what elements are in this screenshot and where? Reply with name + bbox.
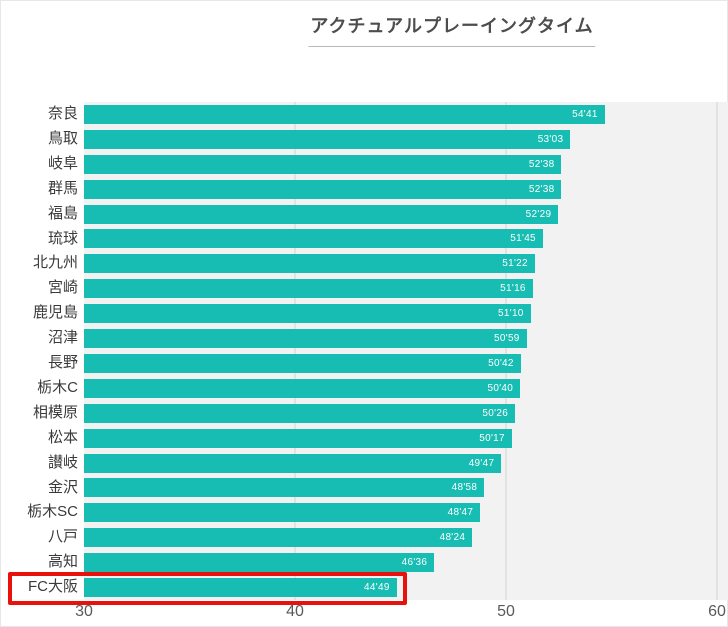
bar-栃木SC: 48'47 <box>84 503 481 523</box>
gridline-50 <box>505 102 507 600</box>
gridline-40 <box>294 102 296 600</box>
category-label-宮崎: 宮崎 <box>47 279 78 297</box>
bar-宮崎: 51'16 <box>84 279 533 299</box>
plot-area: 54'41 53'03 52'38 52'38 52'29 51'45 51'22 51'16… <box>84 102 728 600</box>
bar-value-label: 54'41 <box>572 108 598 120</box>
category-label-松本: 松本 <box>47 428 78 446</box>
category-label-沼津: 沼津 <box>47 329 78 347</box>
x-tick-60: 60 <box>708 603 726 620</box>
category-label-相模原: 相模原 <box>32 403 78 421</box>
bar-value-label: 52'29 <box>525 208 552 220</box>
bar-相模原: 50'26 <box>84 403 516 423</box>
bar-沼津: 50'59 <box>84 329 527 349</box>
bar-value-label: 44'49 <box>364 582 390 594</box>
bar-奈良: 54'41 <box>84 104 605 124</box>
bar-value-label: 52'38 <box>528 158 555 170</box>
category-label-讃岐: 讃岐 <box>47 453 78 471</box>
category-label-北九州: 北九州 <box>32 254 78 272</box>
category-label-金沢: 金沢 <box>47 478 78 496</box>
bar-value-label: 50'42 <box>488 357 514 369</box>
category-label-福島: 福島 <box>47 204 78 222</box>
category-label-鳥取: 鳥取 <box>47 129 78 147</box>
bar-讃岐: 49'47 <box>84 453 502 473</box>
category-label-岐阜: 岐阜 <box>47 154 78 172</box>
bar-value-label: 50'26 <box>482 407 509 419</box>
bar-長野: 50'42 <box>84 353 521 373</box>
bar-北九州: 51'22 <box>84 254 535 274</box>
bar-value-label: 50'40 <box>487 382 514 394</box>
bar-value-label: 51'10 <box>498 308 524 320</box>
category-label-八戸: 八戸 <box>47 528 78 546</box>
bar-福島: 52'29 <box>84 204 559 224</box>
bar-value-label: 53'03 <box>537 133 564 145</box>
bar-value-label: 46'36 <box>401 557 428 569</box>
category-label-高知: 高知 <box>47 553 78 571</box>
chart-title: アクチュアルプレーイングタイム <box>308 12 596 47</box>
category-label-奈良: 奈良 <box>47 105 78 122</box>
bar-鹿児島: 51'10 <box>84 304 531 324</box>
category-label-鹿児島: 鹿児島 <box>32 304 78 322</box>
bar-琉球: 51'45 <box>84 229 543 249</box>
chart-title-wrap: アクチュアルプレーイングタイム <box>308 12 596 47</box>
category-label-長野: 長野 <box>47 354 78 371</box>
x-tick-50: 50 <box>497 603 515 620</box>
bar-群馬: 52'38 <box>84 179 562 199</box>
bar-高知: 46'36 <box>84 553 435 573</box>
bar-value-label: 50'59 <box>494 333 520 345</box>
bar-鳥取: 53'03 <box>84 129 571 149</box>
bar-value-label: 51'16 <box>500 283 526 295</box>
bar-value-label: 50'17 <box>479 432 505 444</box>
bar-value-label: 51'45 <box>510 233 536 245</box>
category-label-栃木C: 栃木C <box>37 378 78 396</box>
bar-岐阜: 52'38 <box>84 154 562 174</box>
bar-松本: 50'17 <box>84 428 512 448</box>
bar-value-label: 48'47 <box>447 507 474 519</box>
category-label-栃木SC: 栃木SC <box>27 503 78 521</box>
bar-value-label: 48'58 <box>451 482 478 494</box>
bar-value-label: 52'38 <box>528 183 555 195</box>
bar-value-label: 48'24 <box>439 532 466 544</box>
bar-value-label: 51'22 <box>502 258 528 270</box>
bar-八戸: 48'24 <box>84 528 473 548</box>
x-tick-40: 40 <box>286 603 304 620</box>
category-label-群馬: 群馬 <box>47 179 78 197</box>
bar-FC大阪: 44'49 <box>84 578 397 598</box>
category-label-FC大阪: FC大阪 <box>28 578 78 596</box>
bar-value-label: 49'47 <box>468 457 495 469</box>
category-label-琉球: 琉球 <box>47 229 78 247</box>
bar-栃木C: 50'40 <box>84 378 521 398</box>
x-tick-30: 30 <box>75 603 93 620</box>
bar-金沢: 48'58 <box>84 478 485 498</box>
gridline-60 <box>716 102 718 600</box>
